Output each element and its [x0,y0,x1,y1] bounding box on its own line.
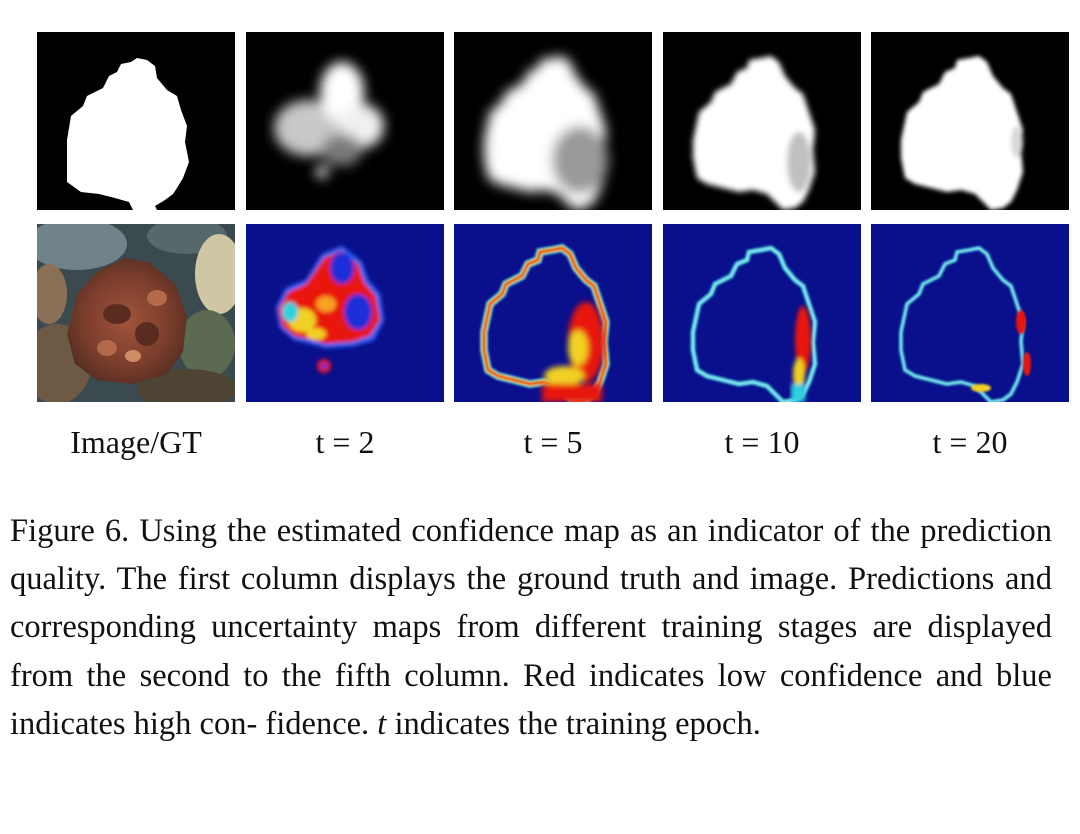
column-label-image-gt: Image/GT [70,424,202,460]
uncertainty-map-t20-panel [871,224,1069,402]
caption-text-part2: indicates the training epoch. [394,705,761,742]
uncertainty-map-t2-panel [246,224,444,402]
column-label-t20: t = 20 [932,424,1008,460]
caption-text-part1: Using the estimated confidence map as an… [10,513,1052,742]
prediction-t10-panel [663,32,861,210]
column-label-t5: t = 5 [523,424,583,460]
prediction-t20-panel [871,32,1069,210]
uncertainty-map-t10-panel [663,224,861,402]
figure-number: Figure 6. [10,513,130,549]
figure-caption: Figure 6. Using the estimated confidence… [10,507,1052,748]
column-label-t10: t = 10 [724,424,800,460]
input-image-panel [37,224,235,402]
prediction-t5-panel [454,32,652,210]
uncertainty-map-t5-panel [454,224,652,402]
column-label-t2: t = 2 [315,424,375,460]
prediction-t2-panel [246,32,444,210]
caption-variable: t [377,705,387,742]
ground-truth-mask-panel [37,32,235,210]
